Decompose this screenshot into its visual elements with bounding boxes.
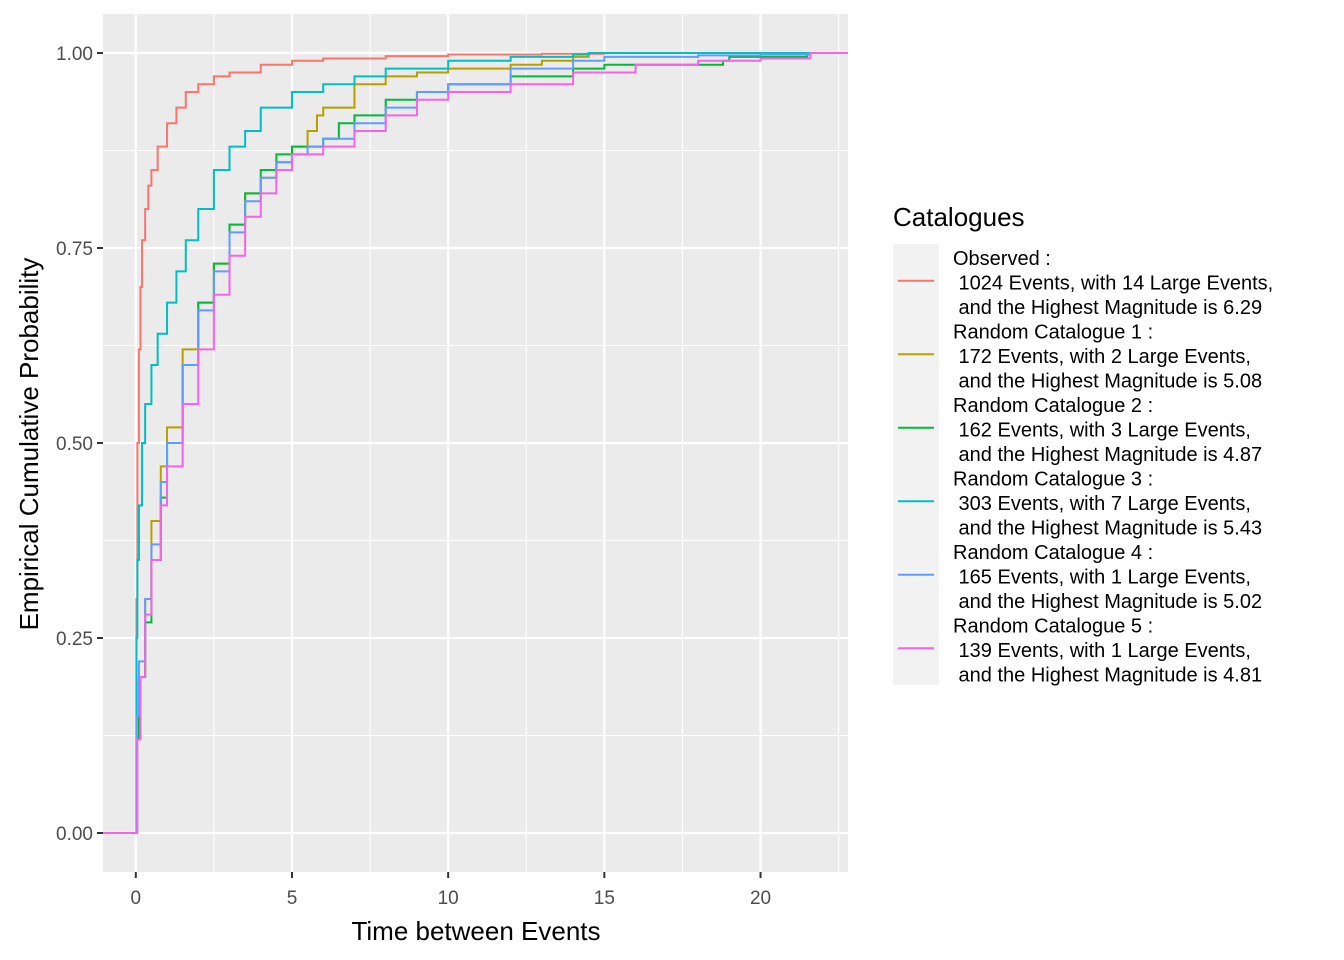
x-axis-ticks: 0 5 10 15 20: [131, 872, 771, 909]
x-axis-title: Time between Events: [351, 916, 600, 946]
legend: Catalogues Observed : 1024 Events, with …: [893, 202, 1273, 686]
y-tick-label: 0.25: [56, 629, 93, 650]
legend-title: Catalogues: [893, 202, 1025, 232]
y-tick-label: 0.50: [56, 434, 93, 455]
y-tick-label: 0.75: [56, 239, 93, 260]
x-tick-label: 0: [131, 888, 142, 909]
legend-label-6: Random Catalogue 5 : 139 Events, with 1 …: [953, 615, 1262, 686]
x-tick-label: 5: [287, 888, 298, 909]
y-tick-label: 1.00: [56, 44, 93, 65]
legend-label-3: Random Catalogue 2 : 162 Events, with 3 …: [953, 395, 1262, 466]
legend-label-4: Random Catalogue 3 : 303 Events, with 7 …: [953, 468, 1262, 539]
series-line-5: [103, 52, 848, 834]
legend-label-2: Random Catalogue 1 : 172 Events, with 2 …: [953, 321, 1262, 392]
series-lines: [103, 52, 848, 834]
legend-label-1: Observed : 1024 Events, with 14 Large Ev…: [953, 248, 1273, 319]
y-axis-ticks: 0.00 0.25 0.50 0.75 1.00: [56, 44, 103, 845]
x-tick-label: 10: [438, 888, 459, 909]
x-tick-label: 15: [594, 888, 615, 909]
series-line-6: [103, 52, 848, 834]
y-tick-label: 0.00: [56, 824, 93, 845]
series-line-1: [103, 52, 848, 834]
x-tick-label: 20: [750, 888, 771, 909]
legend-keys-background: [893, 244, 939, 685]
series-line-4: [103, 52, 848, 834]
legend-label-5: Random Catalogue 4 : 165 Events, with 1 …: [953, 542, 1262, 613]
y-axis-title: Empirical Cumulative Probability: [14, 258, 44, 631]
